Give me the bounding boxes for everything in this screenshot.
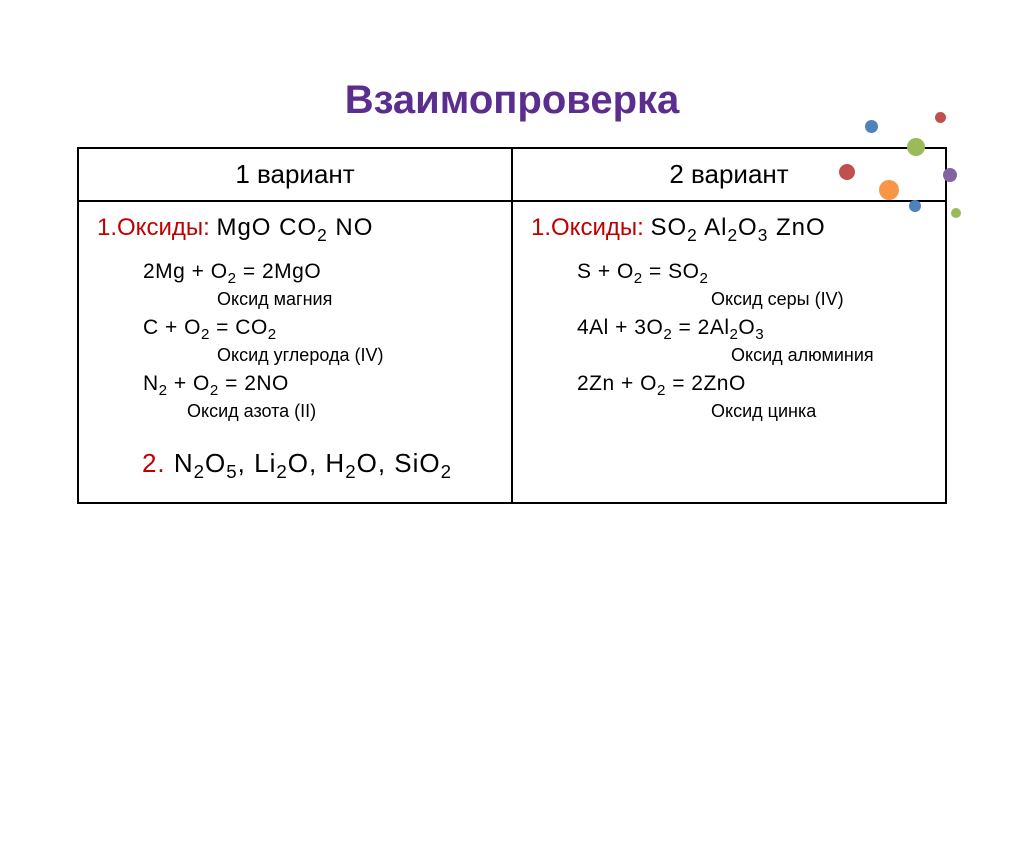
left-eq-1: 2Mg + O2 = 2MgO [143,260,497,287]
deco-dot [907,138,925,156]
left-name-2: Оксид углерода (IV) [217,345,497,366]
table-body-row: 1.Оксиды: MgO CO2 NO 2Mg + O2 = 2MgO Окс… [78,201,946,503]
left-name-3: Оксид азота (II) [187,401,497,422]
deco-dot [879,180,899,200]
right-eq-1: S + O2 = SO2 [577,260,931,287]
cell-right: 1.Оксиды: SO2 Al2O3 ZnO S + O2 = SO2 Окс… [512,201,946,503]
left-eq-3: N2 + O2 = 2NO [143,372,497,399]
deco-dot [865,120,878,133]
bottom-line: 2. N2O5, Li2O, H2O, SiO2 [97,448,497,483]
table-header-row: 1 вариант 2 вариант [78,148,946,201]
deco-dot [935,112,946,123]
left-name-1: Оксид магния [217,289,497,310]
left-oxides-label: 1.Оксиды: [97,214,210,241]
header-left: 1 вариант [78,148,512,201]
cell-left: 1.Оксиды: MgO CO2 NO 2Mg + O2 = 2MgO Окс… [78,201,512,503]
right-oxides-label: 1.Оксиды: [531,214,644,241]
right-name-2: Оксид алюминия [731,345,931,366]
left-oxides-line: 1.Оксиды: MgO CO2 NO [97,214,497,246]
deco-dot [839,164,855,180]
content-table: 1 вариант 2 вариант 1.Оксиды: MgO CO2 NO… [77,147,947,504]
right-eq-3: 2Zn + O2 = 2ZnO [577,372,931,399]
bottom-text: N2O5, Li2O, H2O, SiO2 [166,448,452,478]
right-eq-2: 4Al + 3O2 = 2Al2O3 [577,316,931,343]
left-eq-2: C + O2 = CO2 [143,316,497,343]
right-name-1: Оксид серы (IV) [711,289,931,310]
deco-dot [951,208,961,218]
right-name-3: Оксид цинка [711,401,931,422]
left-oxides-formulas: MgO CO2 NO [216,214,373,241]
deco-dot [909,200,921,212]
decoration-dots [839,108,969,238]
right-oxides-formulas: SO2 Al2O3 ZnO [650,214,825,241]
bottom-number: 2. [142,448,166,478]
deco-dot [943,168,957,182]
